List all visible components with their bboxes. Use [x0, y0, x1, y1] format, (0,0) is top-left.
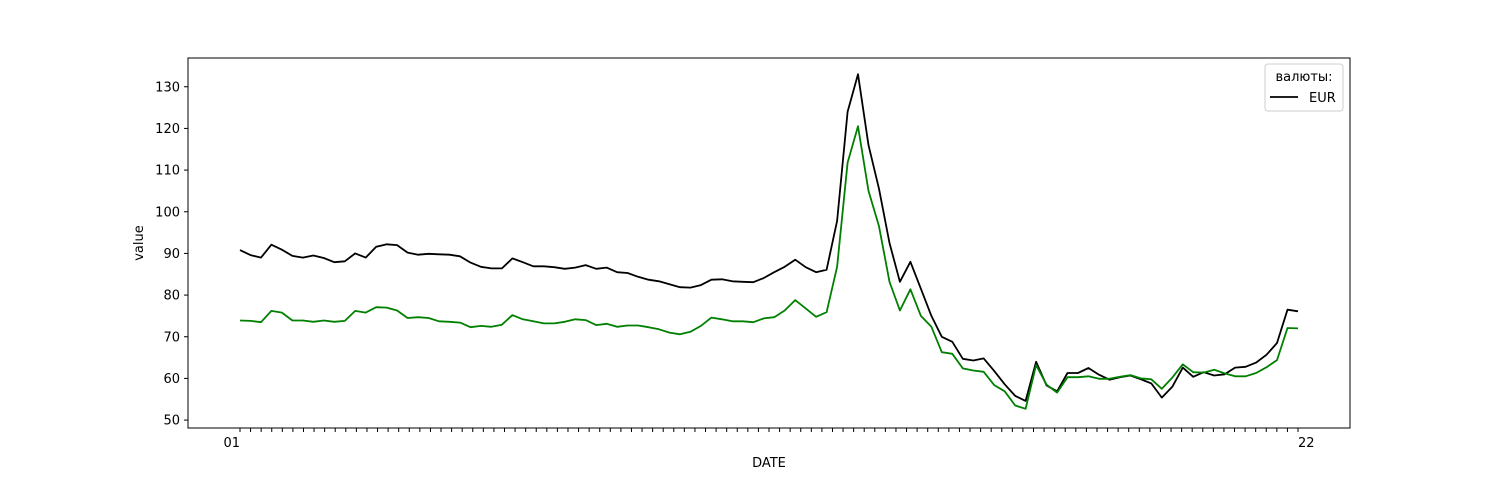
y-tick-label: 90	[163, 247, 180, 262]
series-layer	[239, 73, 1299, 410]
y-tick-label: 110	[155, 164, 180, 179]
y-tick-label: 50	[163, 414, 180, 429]
legend-label-eur: EUR	[1309, 91, 1336, 106]
y-tick-label: 60	[163, 372, 180, 387]
legend: валюты: EUR	[1264, 63, 1344, 112]
x-tick-label-first: 01	[223, 436, 240, 451]
legend-box	[1264, 63, 1344, 112]
legend-title: валюты:	[1275, 70, 1332, 85]
x-tick-label-last: 22	[1298, 436, 1315, 451]
series-line-green	[239, 125, 1299, 410]
y-tick-label: 100	[155, 205, 180, 220]
y-tick-label: 70	[163, 330, 180, 345]
y-tick-label: 80	[163, 289, 180, 304]
y-tick-label: 120	[155, 122, 180, 137]
y-axis-label: value	[132, 225, 147, 261]
x-axis-label: DATE	[752, 456, 786, 471]
y-axis: 50 60 70 80 90 100 110 120 130	[155, 80, 188, 429]
x-axis: 01 22	[223, 428, 1315, 451]
y-tick-label: 130	[155, 80, 180, 95]
